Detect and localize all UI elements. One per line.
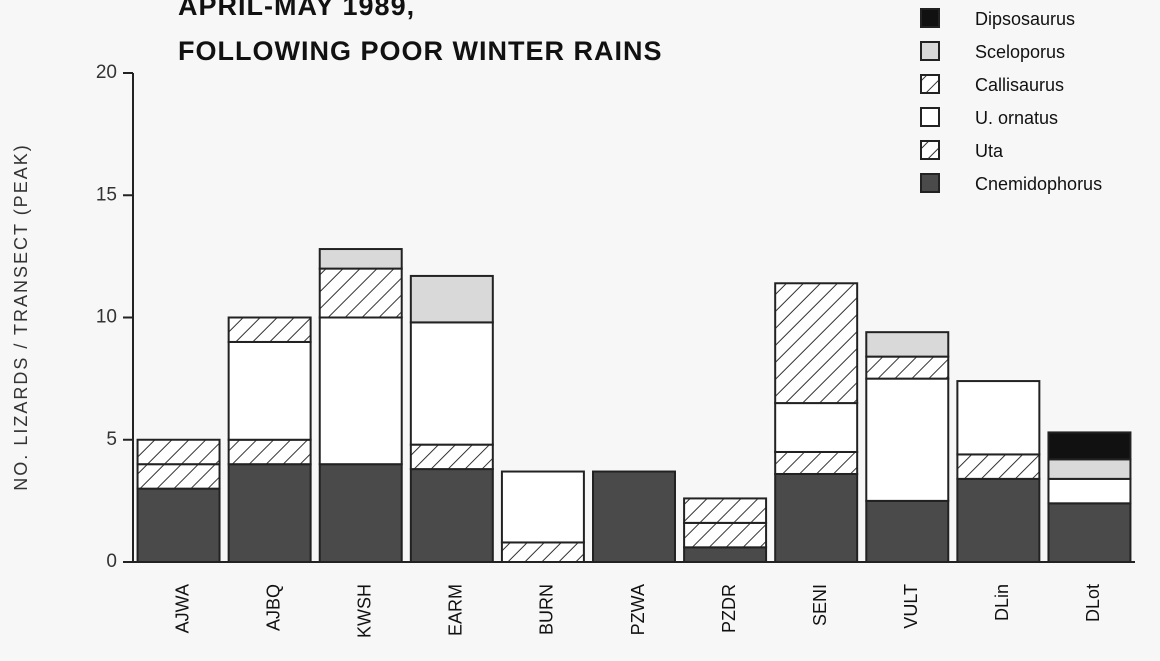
bar-segment xyxy=(409,443,494,471)
legend-label: U. ornatus xyxy=(975,108,1058,128)
bar-segment xyxy=(1047,458,1132,480)
legend-swatch xyxy=(920,41,940,61)
bar-segment xyxy=(774,282,859,405)
bar-segment xyxy=(136,438,221,466)
y-tick-label: 15 xyxy=(96,184,117,205)
x-tick-label: DLin xyxy=(992,584,1012,621)
bar-segment xyxy=(956,453,1041,480)
bar-segment xyxy=(1047,502,1132,564)
bar-segment xyxy=(136,487,221,563)
chart-title: FOLLOWING POOR WINTER RAINS xyxy=(178,36,662,66)
x-tick-label: SENI xyxy=(810,584,830,626)
bar-segment xyxy=(136,463,221,490)
x-tick-label: PZWA xyxy=(628,584,648,635)
x-tick-label: PZDR xyxy=(719,584,739,633)
legend-swatch xyxy=(920,74,940,94)
legend-label: Cnemidophorus xyxy=(975,174,1102,194)
bar-segment xyxy=(956,380,1041,456)
x-tick-label: EARM xyxy=(446,584,466,636)
bar-segment xyxy=(409,274,494,324)
bar-segment xyxy=(1047,431,1132,461)
bar-segment xyxy=(227,463,312,564)
bar-segment xyxy=(592,470,676,563)
legend-swatch xyxy=(920,8,940,28)
bar-segment xyxy=(318,248,403,270)
x-tick-label: AJWA xyxy=(172,584,192,633)
bar-segment xyxy=(409,468,494,563)
legend-label: Uta xyxy=(975,141,1004,161)
bar-segment xyxy=(865,499,950,563)
bar-segment xyxy=(227,340,312,441)
chart-title: APRIL-MAY 1989, xyxy=(178,0,415,21)
y-tick-label: 0 xyxy=(106,551,117,572)
legend-swatch xyxy=(920,173,940,193)
legend-swatch xyxy=(920,140,940,160)
bar-segment xyxy=(774,402,859,453)
x-tick-label: DLot xyxy=(1083,584,1103,622)
bar-segment xyxy=(865,355,950,380)
y-tick-label: 10 xyxy=(96,307,117,328)
bar-segment xyxy=(500,541,585,564)
x-tick-label: AJBQ xyxy=(263,584,283,631)
legend-label: Dipsosaurus xyxy=(975,9,1075,29)
bar-segment xyxy=(500,470,585,544)
bar-segment xyxy=(683,497,768,524)
bar-segment xyxy=(683,521,768,549)
y-tick-label: 5 xyxy=(106,429,117,450)
x-tick-label: BURN xyxy=(537,584,557,635)
y-tick-label: 20 xyxy=(96,62,117,83)
bar-segment xyxy=(318,463,403,564)
bar-segment xyxy=(774,472,859,564)
x-tick-label: KWSH xyxy=(354,584,374,638)
bar-segment xyxy=(318,316,403,466)
x-tick-label: VULT xyxy=(901,584,921,629)
legend-label: Callisaurus xyxy=(975,75,1064,95)
legend-label: Sceloporus xyxy=(975,42,1065,62)
bar-segment xyxy=(227,438,312,466)
bar-segment xyxy=(227,316,312,343)
bar-segment xyxy=(956,477,1041,563)
bar-segment xyxy=(409,321,494,446)
bar-segment xyxy=(318,267,403,319)
y-axis-label: NO. LIZARDS / TRANSECT (PEAK) xyxy=(11,143,31,490)
bar-segment xyxy=(774,450,859,475)
legend-swatch xyxy=(920,107,940,127)
bar-segment xyxy=(1047,477,1132,505)
bar-segment xyxy=(865,377,950,502)
bar-segment xyxy=(683,546,768,564)
bar-segment xyxy=(865,331,950,358)
